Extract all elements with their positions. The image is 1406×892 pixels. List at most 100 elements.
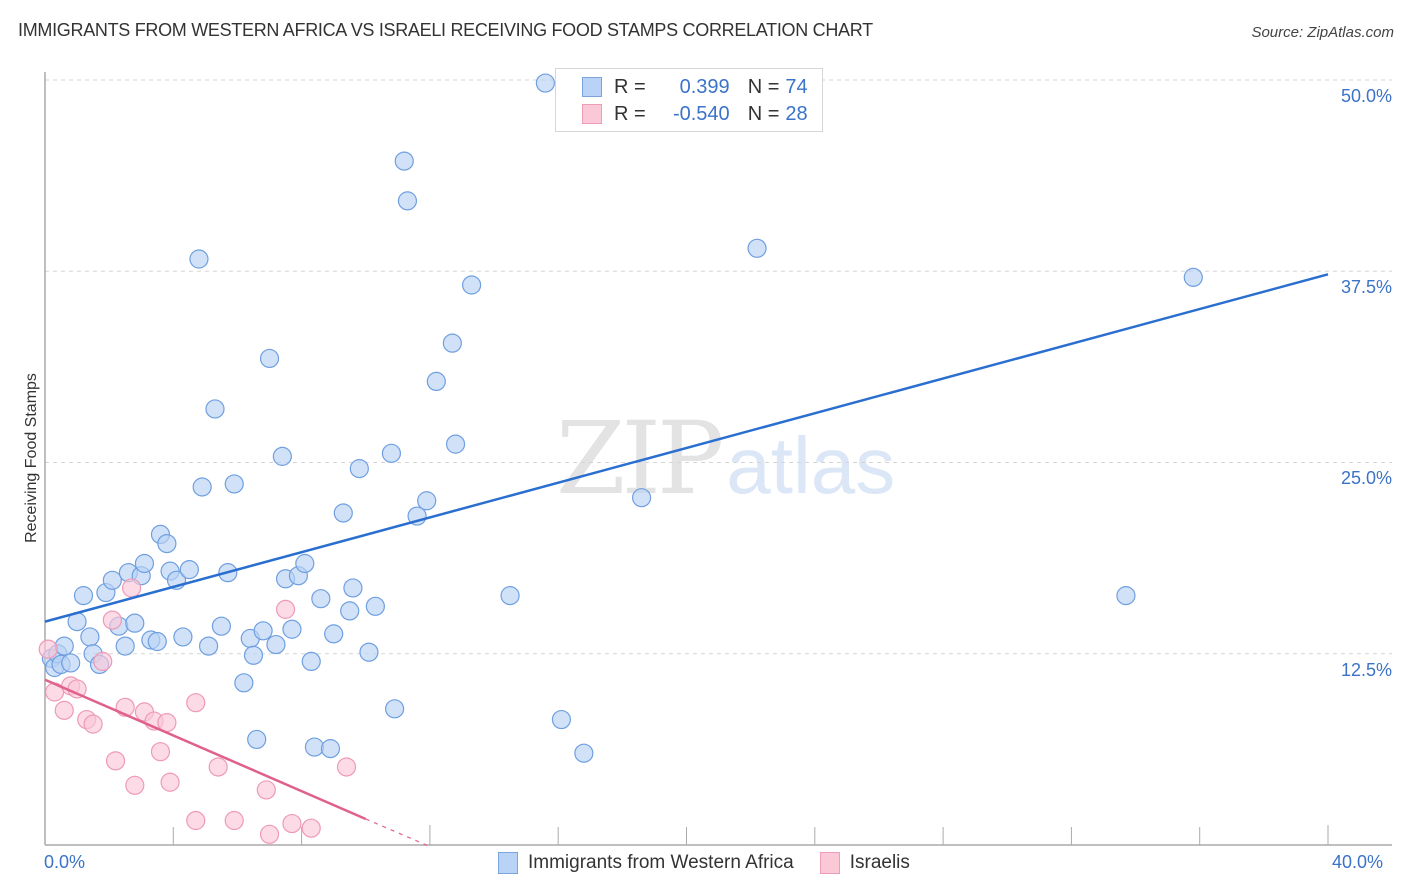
legend-swatch-israelis <box>819 852 840 874</box>
data-point <box>340 601 360 621</box>
data-point <box>282 813 302 834</box>
correlation-legend: R = 0.399 N = 74 R = -0.540 N = 28 <box>555 68 823 132</box>
data-point <box>311 589 331 609</box>
axes <box>44 72 1392 846</box>
data-point <box>134 553 155 574</box>
legend-r-label: R = <box>614 75 646 98</box>
legend-row-israelis: R = -0.540 N = 28 <box>582 102 808 126</box>
data-point <box>535 73 555 93</box>
data-point <box>54 700 74 720</box>
data-point <box>54 636 74 656</box>
legend-swatch-pink <box>582 104 602 124</box>
data-point <box>61 653 81 673</box>
data-point <box>83 714 103 734</box>
legend-n-value: 28 <box>785 102 808 125</box>
x-tick-0: 0.0% <box>44 852 86 872</box>
data-point <box>211 616 232 636</box>
data-point <box>442 333 462 353</box>
data-point <box>122 578 142 598</box>
legend-r-value: -0.540 <box>672 102 730 125</box>
data-point <box>394 151 414 171</box>
y-tick-37-5: 37.5% <box>1340 277 1392 297</box>
legend-swatch-immigrants <box>498 852 518 874</box>
y-tick-25: 25.0% <box>1340 468 1392 488</box>
data-point <box>173 627 193 647</box>
legend-n-value: 74 <box>785 75 808 98</box>
series-legend: Immigrants from Western Africa Israelis <box>498 852 910 874</box>
data-point <box>125 775 145 795</box>
data-point <box>224 810 244 831</box>
legend-row-immigrants: R = 0.399 N = 74 <box>582 75 808 99</box>
data-point <box>147 631 167 652</box>
data-point <box>359 642 379 662</box>
data-point <box>115 636 135 656</box>
data-point <box>205 399 225 419</box>
data-point <box>426 371 446 392</box>
y-tick-50: 50.0% <box>1340 86 1392 106</box>
y-tick-12-5: 12.5% <box>1340 660 1392 680</box>
legend-r-value: 0.399 <box>679 75 730 98</box>
data-point <box>631 488 652 508</box>
data-point <box>266 634 286 655</box>
data-point <box>551 709 572 730</box>
data-point <box>93 651 113 672</box>
data-point <box>385 699 405 719</box>
data-point <box>105 751 126 771</box>
chart-title: IMMIGRANTS FROM WESTERN AFRICA VS ISRAEL… <box>18 20 873 40</box>
trend-line-israelis-extension <box>365 818 431 848</box>
data-point <box>397 191 418 211</box>
data-point <box>157 533 177 554</box>
trend-line-israelis <box>44 678 367 821</box>
data-point <box>186 810 206 831</box>
data-point <box>282 619 302 639</box>
data-point <box>102 570 122 590</box>
data-point <box>189 249 209 269</box>
data-point <box>461 275 482 295</box>
data-point <box>208 757 228 777</box>
data-point <box>192 477 212 497</box>
data-point <box>186 693 206 713</box>
data-point <box>1183 267 1203 287</box>
data-point <box>381 443 402 463</box>
source-label: Source: ZipAtlas.com <box>1251 24 1394 41</box>
legend-n-label: N = <box>747 102 780 125</box>
data-point <box>234 673 254 693</box>
data-point <box>333 503 353 523</box>
data-point <box>320 739 341 759</box>
data-point <box>500 586 520 606</box>
data-point <box>80 627 100 647</box>
data-point <box>417 491 437 511</box>
data-point <box>160 772 180 792</box>
data-point <box>272 446 292 466</box>
trend-line-immigrants <box>44 273 1329 623</box>
data-point <box>574 743 594 763</box>
legend-label-israelis: Israelis <box>849 852 910 873</box>
data-point <box>243 645 264 665</box>
data-point <box>73 586 94 606</box>
data-point <box>224 474 244 494</box>
data-point <box>343 578 363 598</box>
x-tick-40: 40.0% <box>1332 852 1384 872</box>
data-point <box>365 596 385 616</box>
data-point <box>253 621 273 641</box>
data-point <box>301 818 321 838</box>
data-point <box>301 651 321 672</box>
data-point <box>336 757 357 777</box>
data-point <box>102 610 122 630</box>
trend-lines <box>44 273 1329 848</box>
series-israelis-points <box>38 578 357 844</box>
data-point <box>445 434 466 454</box>
data-point <box>275 599 296 619</box>
data-point <box>747 238 767 258</box>
legend-n-label: N = <box>747 75 780 98</box>
series-immigrants-western-africa-points <box>41 73 1203 763</box>
data-point <box>304 737 325 757</box>
data-point <box>150 742 171 762</box>
data-point <box>295 553 315 574</box>
data-point <box>259 824 280 844</box>
data-point <box>179 559 199 580</box>
data-point <box>125 613 145 633</box>
legend-r-label: R = <box>614 102 646 125</box>
legend-swatch-blue <box>582 77 602 97</box>
